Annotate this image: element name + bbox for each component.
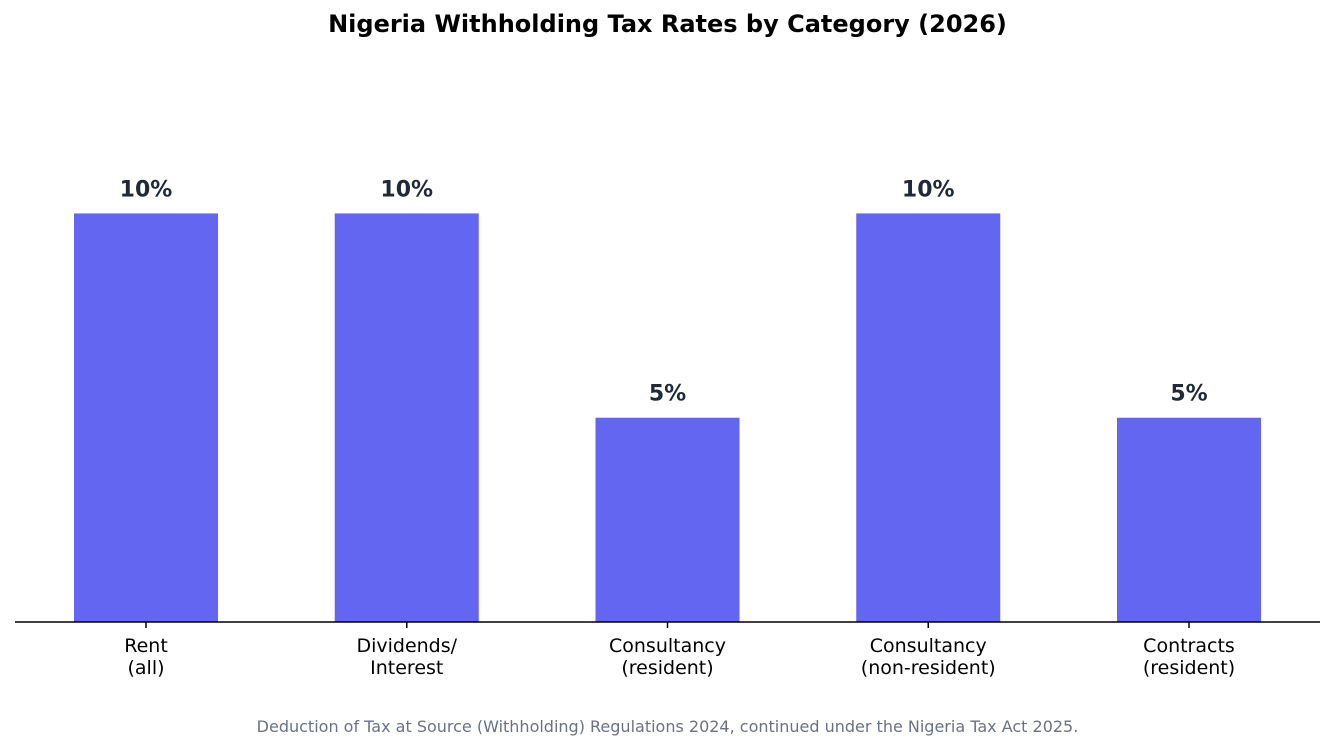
bar-value-label: 10% — [380, 177, 433, 202]
x-tick-label-line: Rent — [124, 635, 168, 657]
x-tick-label-line: Consultancy — [870, 635, 987, 657]
x-tick-label-line: Interest — [370, 657, 443, 679]
bar-value-label: 5% — [1170, 382, 1207, 407]
x-tick-label-line: Consultancy — [609, 635, 726, 657]
x-tick-label-line: Contracts — [1143, 635, 1235, 657]
x-tick-label-line: (all) — [127, 657, 164, 679]
x-tick-label-line: (resident) — [621, 657, 713, 679]
bars-layer — [74, 213, 1261, 622]
x-tick-label: Contracts (resident) — [1143, 635, 1235, 679]
x-tick-label-line: Dividends/ — [356, 635, 457, 657]
x-tick-label: Consultancy (resident) — [609, 635, 726, 679]
bar — [334, 213, 479, 622]
x-tick-label: Rent (all) — [124, 635, 168, 679]
bar — [1117, 417, 1261, 622]
bar-value-label: 5% — [649, 382, 686, 407]
x-tick-label-line: (non-resident) — [861, 657, 996, 679]
bar — [74, 213, 218, 622]
chart-title: Nigeria Withholding Tax Rates by Categor… — [328, 10, 1007, 38]
chart-footnote: Deduction of Tax at Source (Withholding)… — [256, 717, 1079, 736]
bar-value-label: 10% — [120, 177, 173, 202]
value-labels-layer: 10% 10% 5% 10% 5% — [120, 177, 1208, 406]
x-tick-label: Dividends/Interest — [356, 635, 457, 679]
bar — [856, 213, 1001, 622]
bar — [595, 417, 740, 622]
x-tick-label-line: (resident) — [1143, 657, 1235, 679]
x-tick-label: Consultancy (non-resident) — [861, 635, 996, 679]
bar-value-label: 10% — [902, 177, 955, 202]
